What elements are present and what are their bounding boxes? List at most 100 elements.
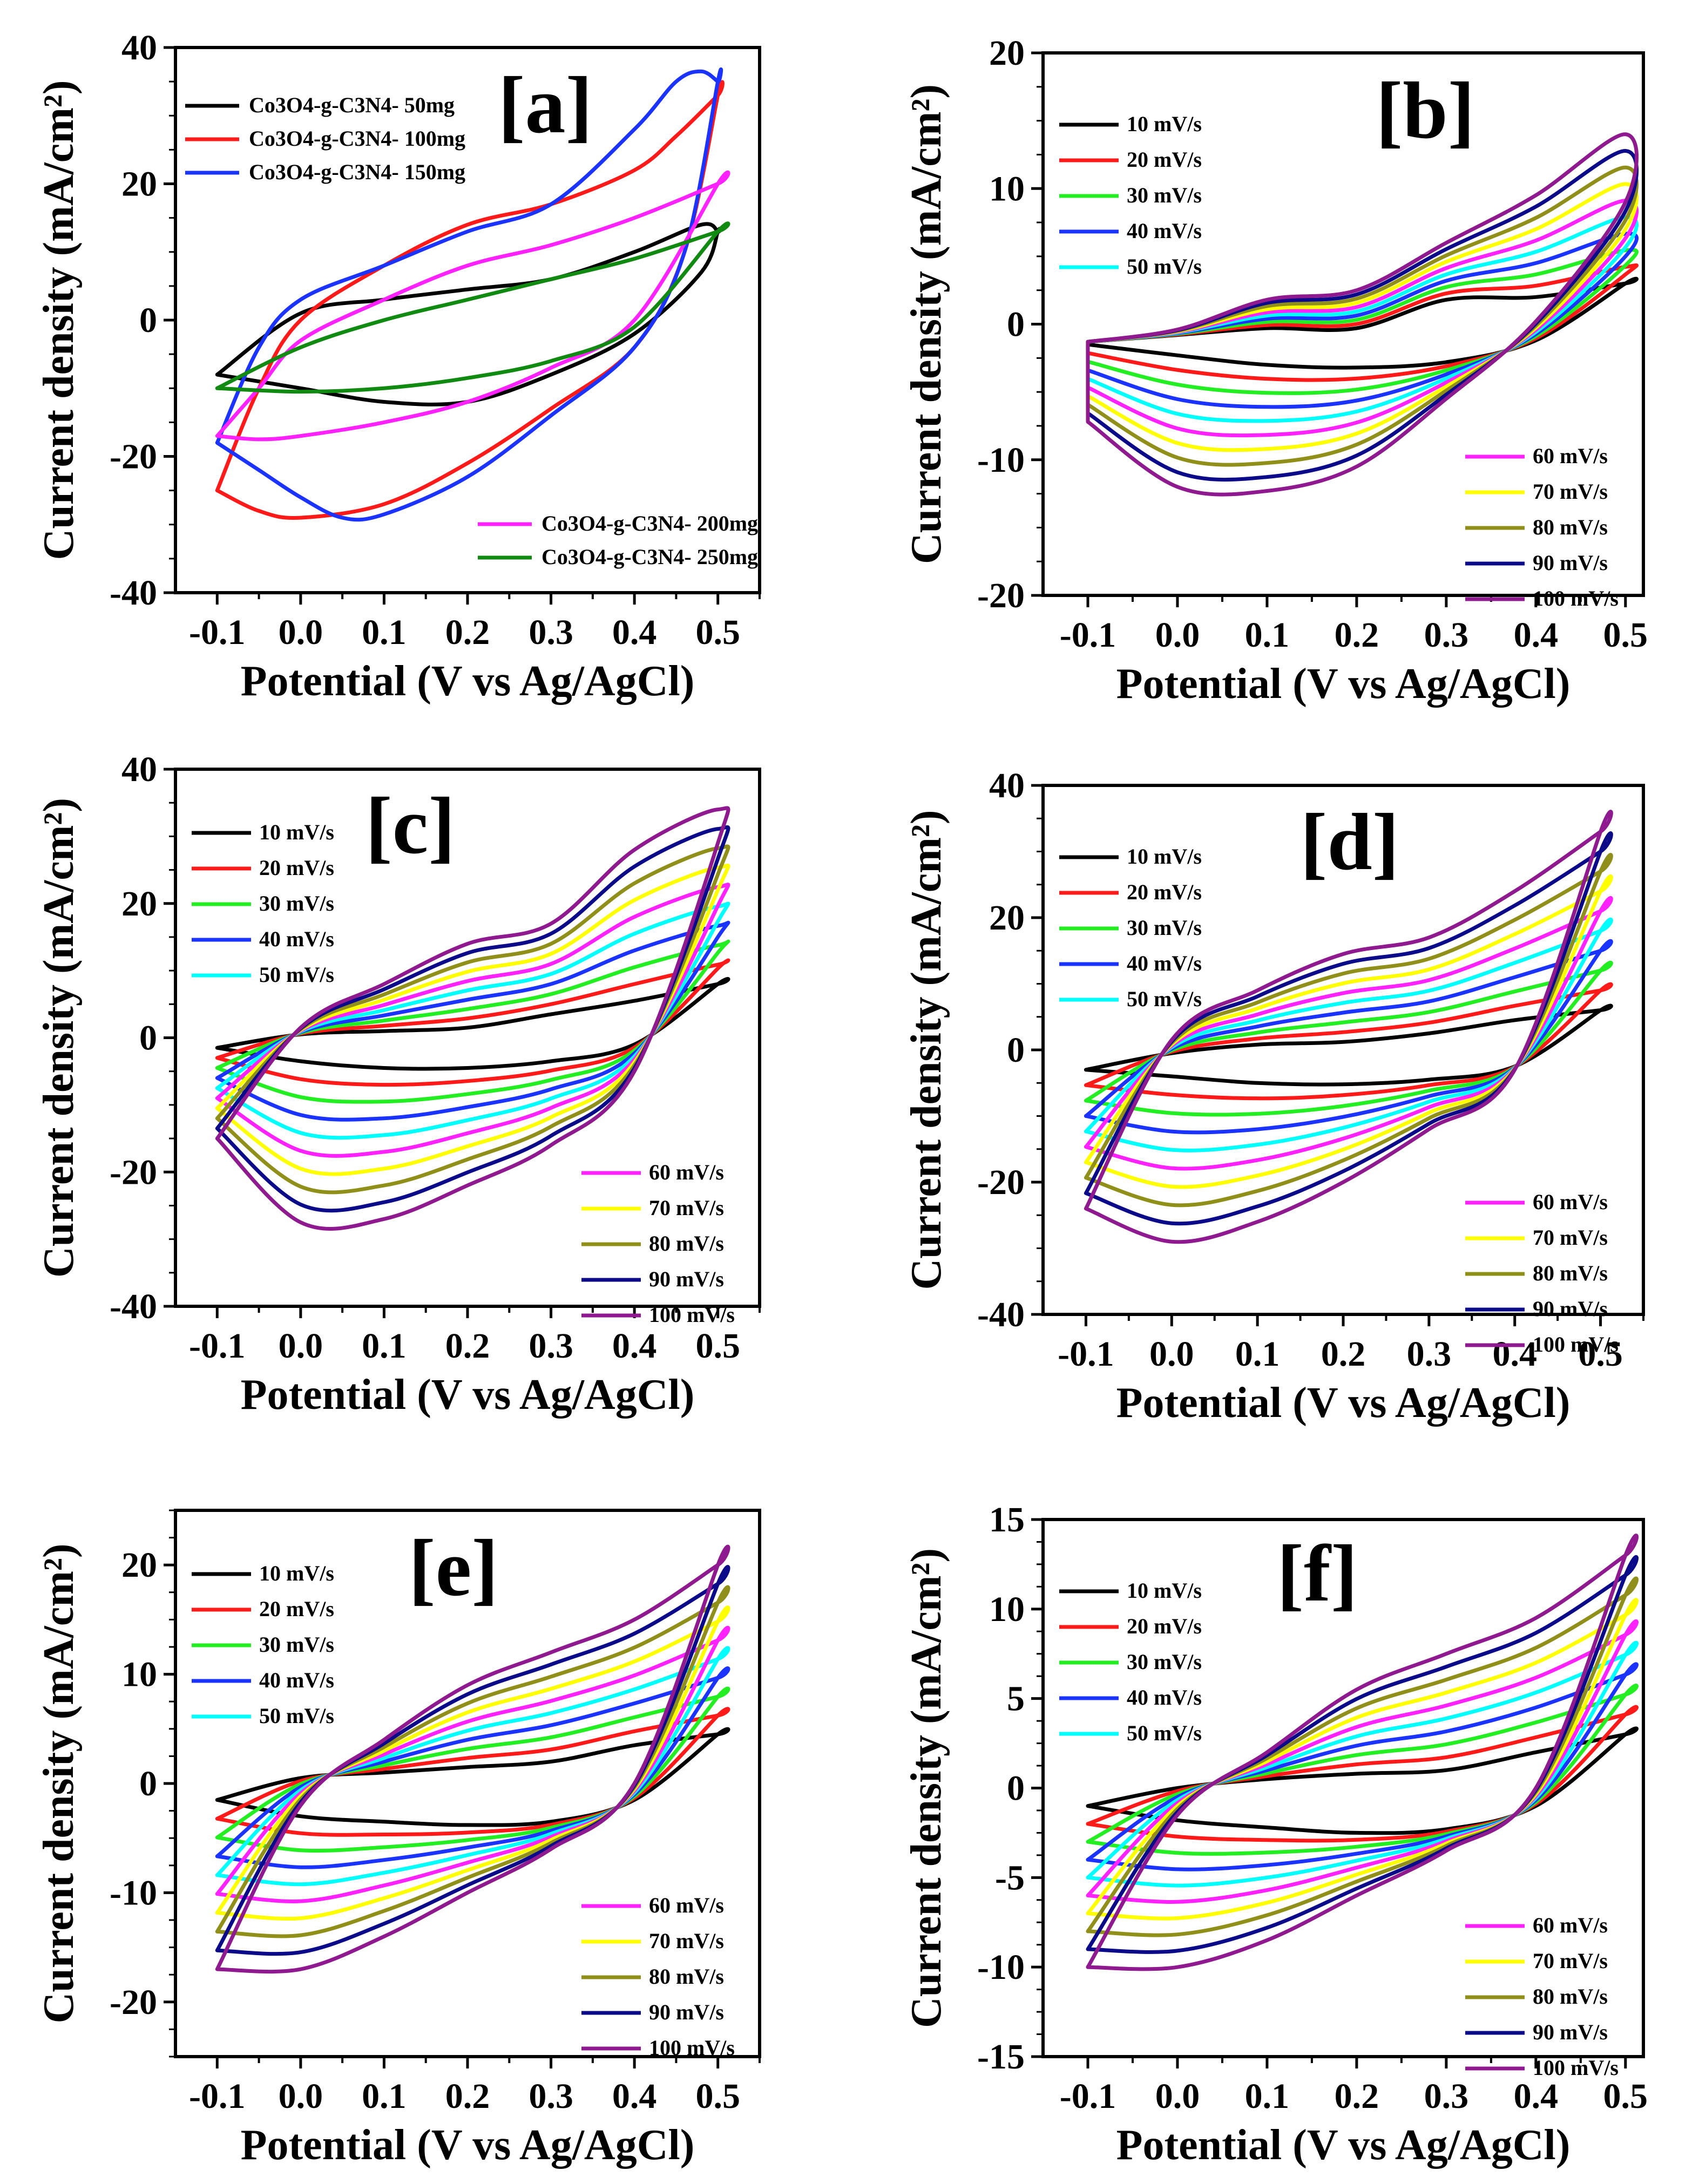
cv-curve-c-4 xyxy=(215,920,730,1122)
y-axis-title: Current density (mA/cm²) xyxy=(903,810,950,1290)
legend-e: 10 mV/s 20 mV/s 30 mV/s 40 mV/s 50 mV/s 60 mV… xyxy=(192,1561,735,2060)
legend-label: 80 mV/s xyxy=(1533,1984,1608,2009)
y-tick-label: 0 xyxy=(1007,1030,1025,1070)
x-tick-label: 0.2 xyxy=(445,613,490,652)
legend-label: 80 mV/s xyxy=(1533,515,1608,539)
cv-curve-e-8 xyxy=(215,1585,730,1938)
legend-label: 50 mV/s xyxy=(1127,254,1202,279)
x-tick-label: 0.5 xyxy=(695,1326,740,1366)
cv-curve-b-5 xyxy=(1086,215,1639,423)
cv-curve-c-10 xyxy=(215,806,730,1231)
legend-label: 90 mV/s xyxy=(649,1267,724,1291)
legend-label: 90 mV/s xyxy=(1533,551,1608,575)
panel-a: -0.1 0.0 0.1 0.2 0.3 0.4 0.5 -40 -20 0 20 40 Potenti… xyxy=(35,28,761,705)
x-tick-label: 0.1 xyxy=(1235,1334,1280,1374)
legend-label: 10 mV/s xyxy=(1127,844,1202,869)
x-tick-label: 0.3 xyxy=(529,1326,573,1366)
legend-label: 30 mV/s xyxy=(1127,1650,1202,1674)
y-tick-label: 0 xyxy=(139,1019,157,1058)
y-tick-label: 0 xyxy=(1007,305,1025,344)
legend-label: 90 mV/s xyxy=(1533,1297,1608,1321)
cv-curve-f-8 xyxy=(1086,1576,1639,1937)
curves-b xyxy=(1086,132,1639,497)
y-tick-label: -10 xyxy=(110,1873,157,1912)
x-tick-label: -0.1 xyxy=(189,613,245,652)
cv-curve-e-3 xyxy=(215,1686,730,1853)
legend-c: 10 mV/s 20 mV/s 30 mV/s 40 mV/s 50 mV/s 60 mV… xyxy=(192,820,735,1327)
cv-curve-d-5 xyxy=(1084,917,1613,1152)
x-tick-label: 0.1 xyxy=(1245,2077,1290,2116)
legend-label: 30 mV/s xyxy=(1127,183,1202,207)
legend-label: Co3O4-g-C3N4- 50mg xyxy=(249,93,455,117)
y-tick-label: -40 xyxy=(110,1287,157,1326)
legend-label: 80 mV/s xyxy=(1533,1261,1608,1285)
x-axis-title: Potential (V vs Ag/AgCl) xyxy=(1116,2121,1571,2169)
cv-curve-b-10 xyxy=(1086,132,1639,497)
curves-f xyxy=(1086,1534,1639,1971)
x-tick-label: -0.1 xyxy=(1060,615,1116,655)
legend-label: Co3O4-g-C3N4- 250mg xyxy=(541,545,758,569)
cv-curve-c-3 xyxy=(215,939,730,1104)
cv-curve-f-10 xyxy=(1086,1534,1639,1971)
x-tick-label: 0.0 xyxy=(1155,615,1200,655)
x-tick-label: 0.4 xyxy=(612,1326,657,1366)
x-axis-title: Potential (V vs Ag/AgCl) xyxy=(241,2121,695,2169)
legend-label: 70 mV/s xyxy=(1533,1949,1608,1973)
cv-curve-a-4 xyxy=(215,170,730,442)
cv-curve-f-9 xyxy=(1086,1555,1639,1954)
y-tick-label: 10 xyxy=(121,1655,157,1694)
legend-label: 50 mV/s xyxy=(1127,1721,1202,1745)
cv-curve-b-6 xyxy=(1086,199,1639,438)
legend-label: 10 mV/s xyxy=(1127,1578,1202,1603)
panel-c: -0.1 0.0 0.1 0.2 0.3 0.4 0.5 -40 -20 0 20 40 Potenti… xyxy=(35,750,761,1419)
cv-curve-b-3 xyxy=(1086,248,1639,395)
legend-label: 70 mV/s xyxy=(649,1196,724,1220)
x-tick-label: 0.2 xyxy=(445,2077,490,2116)
y-axis-title: Current density (mA/cm²) xyxy=(35,1543,83,2023)
x-tick-label: 0.2 xyxy=(445,1326,490,1366)
cv-curve-c-8 xyxy=(215,844,730,1195)
x-tick-label: -0.1 xyxy=(1060,2077,1116,2116)
legend-label: 60 mV/s xyxy=(1533,1913,1608,1937)
panel-label-c: [c] xyxy=(365,781,455,871)
y-tick-label: 10 xyxy=(989,1590,1025,1629)
y-tick-label: -15 xyxy=(977,2037,1025,2077)
y-tick-label: -40 xyxy=(110,573,157,613)
x-tick-label: -0.1 xyxy=(1058,1334,1114,1374)
x-tick-label: 0.4 xyxy=(612,2077,657,2116)
panel-label-b: [b] xyxy=(1376,66,1474,155)
y-tick-label: -5 xyxy=(995,1858,1025,1897)
y-tick-label: -20 xyxy=(110,1152,157,1192)
legend-a: Co3O4-g-C3N4- 50mg Co3O4-g-C3N4- 100mg Co3… xyxy=(185,93,758,569)
x-tick-label: 0.5 xyxy=(1603,615,1648,655)
x-tick-label: 0.2 xyxy=(1321,1334,1366,1374)
panel-label-e: [e] xyxy=(409,1523,498,1613)
legend-label: 100 mV/s xyxy=(649,1303,735,1327)
cv-curve-c-7 xyxy=(215,863,730,1176)
cv-curve-c-2 xyxy=(215,958,730,1087)
x-tick-label: 0.5 xyxy=(1603,2077,1648,2116)
x-tick-label: 0.0 xyxy=(279,2077,323,2116)
legend-label: 40 mV/s xyxy=(1127,1685,1202,1710)
cv-curve-d-2 xyxy=(1084,982,1613,1101)
legend-label: 20 mV/s xyxy=(1127,880,1202,904)
x-tick-label: 0.5 xyxy=(695,2077,740,2116)
legend-label: 90 mV/s xyxy=(649,2000,724,2024)
legend-label: 40 mV/s xyxy=(259,1668,334,1692)
legend-label: 80 mV/s xyxy=(649,1231,724,1256)
x-tick-label: 0.3 xyxy=(1424,2077,1469,2116)
y-tick-label: 0 xyxy=(139,301,157,340)
cv-curve-f-6 xyxy=(1086,1619,1639,1904)
cv-curve-e-4 xyxy=(215,1666,730,1869)
legend-label: 70 mV/s xyxy=(1533,1225,1608,1250)
panel-label-d: [d] xyxy=(1300,797,1399,887)
x-tick-label: 0.0 xyxy=(1155,2077,1200,2116)
cv-curve-d-9 xyxy=(1084,831,1613,1226)
cv-curve-c-1 xyxy=(215,977,730,1071)
x-tick-label: 0.3 xyxy=(529,2077,573,2116)
legend-label: 50 mV/s xyxy=(259,1704,334,1728)
legend-label: 30 mV/s xyxy=(259,891,334,915)
y-tick-label: 15 xyxy=(989,1500,1025,1539)
legend-label: 50 mV/s xyxy=(1127,987,1202,1011)
